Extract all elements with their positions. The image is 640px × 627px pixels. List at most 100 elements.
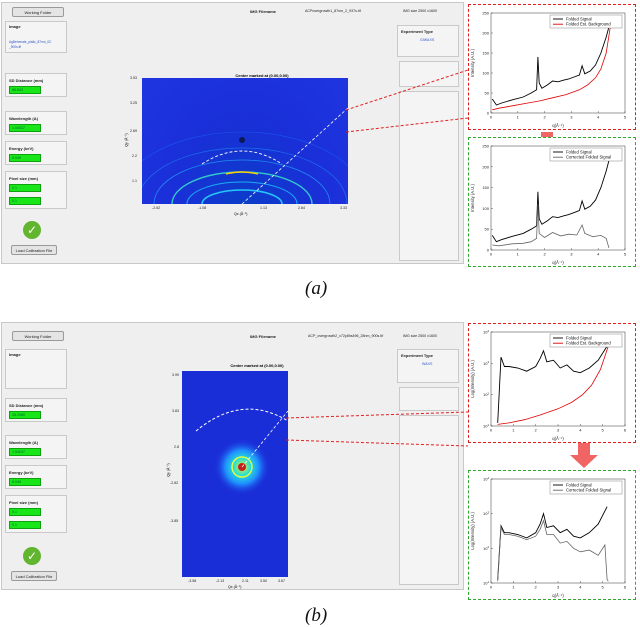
y-tick-label: 104 [483,476,489,482]
chart-log-folded-vs-corrected: 0 1 2 3 4 5 6 101 102 103 104 q(Å⁻¹) Log(Intensity) … [470,476,627,598]
detector-xtick: 2.64 [298,206,305,210]
x-tick-label: 0 [490,115,493,120]
y-tick-label: 103 [483,360,489,366]
y-tick-label: 100 [482,71,489,76]
detector-ytick: 3.25 [130,101,137,105]
x-tick-label: 1 [517,252,520,257]
detector-xlabel: Qx (Å⁻¹) [228,585,242,589]
sd-field[interactable]: 35.2980 [9,411,41,419]
load-calibration-button[interactable]: Load Calibration File [11,571,57,581]
wavelength-label: Wavelength (A) [9,440,38,445]
x-tick-label: 5 [624,115,627,120]
detector-xtick: -1.08 [198,206,207,210]
x-axis-label: q(Å⁻¹) [552,436,564,441]
img-size: IMG size 2500 x1600 [403,9,437,13]
detector-image[interactable] [142,78,348,204]
series-line-0 [491,26,610,106]
x-tick-label: 2 [543,252,546,257]
x-axis-label: q(Å⁻¹) [552,260,564,265]
pixel-field-y[interactable]: 0.1 [9,197,41,205]
detector-ytick: 2.8 [174,445,179,449]
energy-field[interactable]: 8.049 [9,478,41,486]
legend-label: Corrected Folded Signal [566,488,611,493]
detector-ytick: 3.83 [172,409,179,413]
wavelength-field[interactable]: 1.54037 [9,448,41,456]
x-tick-label: 1 [517,115,520,120]
legend-label: Folded Signal [566,150,592,155]
image-box: Image [5,349,67,389]
x-tick-label: 3 [570,252,573,257]
panel-b: Working Folder IMG Filename ACP_overgrow… [0,318,640,626]
pixel-field-x[interactable]: 0.1 [9,184,41,192]
x-axis-label: q(Å⁻¹) [552,123,564,128]
detector-xtick: 1.13 [260,206,267,210]
connector-lines-b [285,411,598,468]
y-tick-label: 200 [482,31,489,36]
x-tick-label: 3 [557,428,560,433]
image-label: Image [9,24,21,29]
detector-title: Center marked at (0.00,0.00) [235,73,289,78]
working-folder-button[interactable]: Working Folder [12,331,64,341]
x-tick-label: 5 [602,585,605,590]
wavelength-field[interactable]: 1.54037 [9,124,41,132]
image-box: Image AgBehenate_plaltc_87nm_0C _900s.ti… [5,21,67,53]
y-tick-label: 50 [485,91,490,96]
sd-field[interactable]: 88.843 [9,86,41,94]
working-folder-button[interactable]: Working Folder [12,7,64,17]
legend-box [549,333,623,348]
detector-ytick: 3.53 [130,76,137,80]
sd-box: SD Distance (mm) 35.2980 [5,398,67,422]
caption-b: (b) [305,605,328,626]
legend-label: Corrected Folded Signal [566,155,611,160]
pixel-field-y[interactable]: 0.1 [9,521,41,529]
y-tick-label: 101 [483,580,489,586]
y-tick-label: 250 [482,144,489,149]
energy-field[interactable]: 8.049 [9,154,41,162]
energy-label: Energy (keV) [9,470,34,475]
y-tick-label: 100 [482,206,489,211]
x-tick-label: 3 [557,585,560,590]
detector-image[interactable] [182,371,288,577]
plot-frame-a-bottom: 0 1 2 3 4 5 0 50 100 150 200 250 q(Å⁻¹) Intensity (A.… [468,137,636,267]
detector-xtick: -3.58 [188,579,197,583]
x-tick-label: 2 [535,428,538,433]
detector-ytick: 3.99 [172,373,179,377]
plot-area [490,331,626,427]
series-line-1 [492,204,610,249]
x-tick-label: 2 [543,115,546,120]
experiment-type-value: WAXS [422,362,433,366]
series-line-0 [491,160,610,243]
x-axis-label: q(Å⁻¹) [552,593,564,598]
chart-log-folded-vs-background: 0 1 2 3 4 5 6 101 102 103 104 q(Å⁻¹) Log(Intensity) … [470,329,627,441]
energy-label: Energy (keV) [9,146,34,151]
experiment-type-box: Experiment Type WAXS [397,349,459,383]
panel-a: Working Folder IMG Filename ACPovergrowt… [0,0,640,305]
y-tick-label: 250 [482,11,489,16]
detector-xtick: 2.11 [242,579,249,583]
detector-xtick: 3.50 [260,579,267,583]
x-tick-label: 0 [490,585,493,590]
wavelength-box: Wavelength (A) 1.54037 [5,111,67,135]
detector-rings [142,107,348,204]
experiment-type-box: Experiment Type GIWAXS [397,25,459,57]
detector-ytick: 1.1 [132,179,137,183]
series-line-0 [497,345,608,423]
side-box-3 [399,91,459,261]
pixel-label: Pixel size (mm) [9,500,38,505]
pixel-field-x[interactable]: 0.1 [9,508,41,516]
y-tick-label: 102 [483,392,489,398]
detector-xtick: 3.33 [340,206,347,210]
x-tick-label: 6 [624,428,627,433]
gui-window-a: Working Folder IMG Filename ACPovergrowt… [1,2,464,264]
sd-box: SD Distance (mm) 88.843 [5,73,67,97]
img-filename-label: IMG Filename [250,334,277,339]
experiment-type-label: Experiment Type [401,29,433,34]
load-calibration-button[interactable]: Load Calibration File [11,245,57,255]
y-axis-label: Intensity (A.U.) [470,184,475,212]
x-tick-label: 0 [490,428,493,433]
y-tick-label: 200 [482,164,489,169]
detector-ytick: 2.69 [130,129,137,133]
y-tick-label: 104 [483,329,489,335]
legend-label: Folded Signal [566,483,592,488]
